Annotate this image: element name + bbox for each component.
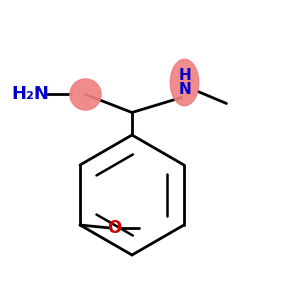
Text: O: O — [107, 219, 122, 237]
Circle shape — [70, 79, 101, 110]
Text: H₂N: H₂N — [11, 85, 49, 103]
Ellipse shape — [170, 59, 199, 106]
Text: H
N: H N — [178, 68, 191, 97]
